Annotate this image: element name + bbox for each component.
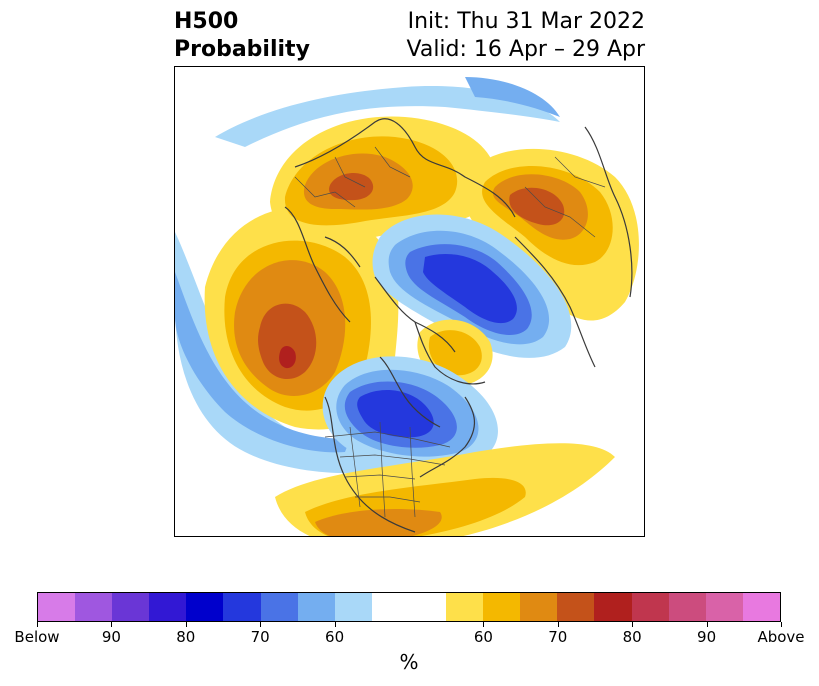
pacific-blue-band — [175, 232, 415, 474]
colorbar-tick-label: 60 — [325, 628, 345, 646]
coastlines — [284, 118, 633, 533]
colorbar-tick — [111, 622, 113, 627]
colorbar-unit: % — [399, 650, 419, 674]
title-right: Init: Thu 31 Mar 2022 Valid: 16 Apr – 29… — [407, 8, 646, 64]
colorbar-segment-11 — [446, 593, 484, 621]
colorbar-segment-18 — [705, 593, 743, 621]
colorbar-tick-label: Above — [757, 628, 805, 646]
canada-trough — [322, 356, 498, 470]
colorbar-segment-7 — [297, 593, 335, 621]
west-asia-ridge — [462, 148, 639, 321]
colorbar-segment-6 — [260, 593, 298, 621]
probability-map — [174, 66, 645, 537]
colorbar-tick-label: 60 — [473, 628, 493, 646]
colorbar-tick — [781, 622, 782, 627]
country-borders — [294, 146, 606, 518]
init-date: Init: Thu 31 Mar 2022 — [407, 9, 645, 34]
colorbar-tick — [632, 622, 634, 627]
colorbar-tick-label: Below — [14, 628, 60, 646]
arctic-trough — [372, 214, 572, 358]
colorbar-tick-label: 90 — [101, 628, 121, 646]
colorbar-segment-1 — [75, 593, 113, 621]
map-svg — [175, 67, 644, 536]
colorbar-tick — [483, 622, 485, 627]
title-left: H500 Probability — [174, 8, 310, 64]
colorbar-tick — [260, 622, 262, 627]
colorbar-segment-13 — [520, 593, 558, 621]
colorbar-tick — [334, 622, 336, 627]
colorbar-tick-label: 70 — [548, 628, 568, 646]
colorbar-segment-15 — [594, 593, 632, 621]
valid-range: Valid: 16 Apr – 29 Apr — [406, 37, 646, 62]
colorbar-segment-12 — [483, 593, 521, 621]
colorbar-tick — [706, 622, 708, 627]
colorbar-tick-label: 90 — [697, 628, 717, 646]
colorbar-tick — [37, 622, 38, 627]
colorbar-segment-17 — [668, 593, 706, 621]
colorbar-tick-label: 70 — [250, 628, 270, 646]
colorbar-tick — [185, 622, 187, 627]
colorbar-segment-10 — [408, 593, 447, 621]
colorbar — [37, 592, 781, 622]
colorbar-segment-14 — [557, 593, 595, 621]
colorbar-segment-2 — [112, 593, 150, 621]
north-atlantic-blue — [215, 77, 560, 147]
colorbar-segment-9 — [371, 593, 409, 621]
colorbar-segment-16 — [631, 593, 669, 621]
europe-ridge — [270, 116, 497, 243]
colorbar-segment-5 — [223, 593, 261, 621]
colorbar-tick — [557, 622, 559, 627]
title-type: Probability — [174, 37, 310, 62]
title-variable: H500 — [174, 9, 239, 34]
colorbar-segment-3 — [149, 593, 187, 621]
colorbar-segment-19 — [742, 593, 780, 621]
colorbar-segment-8 — [334, 593, 372, 621]
colorbar-segment-4 — [186, 593, 224, 621]
colorbar-tick-label: 80 — [176, 628, 196, 646]
colorbar-tick-label: 80 — [622, 628, 642, 646]
colorbar-segment-0 — [38, 593, 76, 621]
mexico-ridge — [275, 443, 615, 536]
